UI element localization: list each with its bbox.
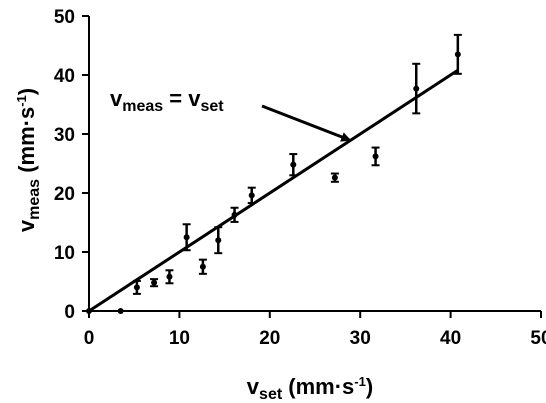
point-marker: [151, 279, 158, 286]
x-ticks: 0 10 20 30 40 50: [84, 311, 546, 349]
data-point: [371, 146, 380, 167]
y-axis-title: vmeas (mm·s-1): [14, 88, 43, 232]
data-point: [165, 269, 174, 285]
data-point: [198, 258, 207, 275]
data-point: [453, 33, 462, 75]
data-point: [330, 172, 339, 183]
data-point: [412, 62, 421, 115]
identity-line: [88, 69, 459, 313]
y-tick-label: 50: [54, 7, 75, 28]
annotation-arrow: [261, 104, 352, 142]
y-tick-label: 20: [54, 184, 75, 205]
y-ticks: 0 10 20 30 40 50: [54, 7, 89, 323]
y-tick-label: 0: [64, 302, 75, 323]
point-marker: [413, 85, 420, 92]
point-marker: [199, 263, 206, 270]
axes: [88, 16, 541, 312]
x-tick-label: 40: [440, 328, 461, 349]
x-tick-label: 10: [169, 328, 190, 349]
point-marker: [183, 234, 190, 241]
y-tick-label: 10: [54, 243, 75, 264]
point-marker: [331, 174, 338, 181]
x-tick-label: 0: [84, 328, 95, 349]
y-tick-label: 30: [54, 125, 75, 146]
data-points: [86, 33, 462, 314]
data-point: [230, 206, 239, 223]
x-tick-label: 50: [530, 328, 546, 349]
data-point: [214, 226, 223, 255]
point-marker: [290, 161, 297, 168]
point-marker: [231, 211, 238, 218]
data-point: [132, 279, 141, 295]
annotation-label: vmeas = vset: [110, 86, 224, 115]
data-point: [117, 308, 124, 314]
data-point: [150, 278, 159, 288]
data-point: [86, 308, 92, 314]
point-marker: [133, 284, 140, 291]
point-marker: [86, 308, 92, 314]
y-tick-label: 40: [54, 66, 75, 87]
point-marker: [372, 153, 379, 160]
x-tick-label: 30: [350, 328, 371, 349]
point-marker: [248, 192, 255, 199]
x-tick-label: 20: [259, 328, 280, 349]
identity-line-segment: [88, 69, 459, 313]
point-marker: [215, 237, 222, 244]
data-point: [182, 223, 191, 252]
x-axis-title: vset (mm·s-1): [247, 374, 373, 403]
data-point: [247, 186, 256, 205]
point-marker: [454, 51, 461, 58]
point-marker: [117, 308, 124, 314]
data-point: [289, 153, 298, 177]
point-marker: [166, 273, 173, 280]
